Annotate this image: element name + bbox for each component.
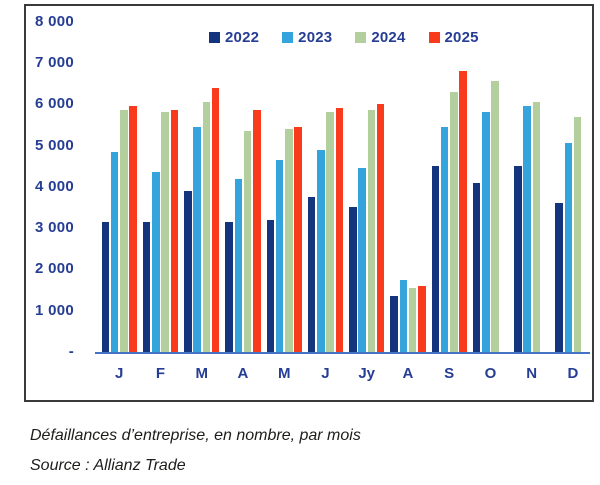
chart-frame: 2022 2023 2024 2025 8 000 7 000 6 000 5 000 4 0… xyxy=(24,4,594,402)
bar-2022-F-2 xyxy=(142,221,151,352)
bar-2024-J-1 xyxy=(120,110,128,352)
bar-2025-J-6 xyxy=(335,108,344,352)
legend-item-2023: 2023 xyxy=(282,29,332,46)
bar-2022-Jy-7 xyxy=(349,207,357,352)
bar-2023-J-1 xyxy=(110,151,119,352)
x-axis-label: A xyxy=(402,365,414,382)
bar-2022-M-5 xyxy=(266,219,274,352)
x-axis-label: A xyxy=(237,365,249,382)
bar-2022-A-8 xyxy=(390,296,398,352)
y-axis-label: 2 000 xyxy=(34,260,74,278)
bar-2023-D-12 xyxy=(564,143,573,352)
legend-item-2025: 2025 xyxy=(428,29,479,46)
x-axis-label: J xyxy=(321,365,330,382)
legend-item-2022: 2022 xyxy=(209,29,259,46)
legend-label: 2023 xyxy=(298,29,333,46)
bar-2024-F-2 xyxy=(161,112,169,352)
chart-legend: 2022 2023 2024 2025 xyxy=(209,29,479,46)
bar-2025-S-9 xyxy=(459,71,467,352)
bar-2023-M-3 xyxy=(193,126,201,352)
bar-2022-S-9 xyxy=(431,166,439,352)
bar-2023-M-5 xyxy=(275,159,284,352)
bar-2024-J-6 xyxy=(326,112,334,352)
bar-2023-F-2 xyxy=(152,172,160,352)
bar-2023-A-8 xyxy=(399,279,408,352)
bar-2024-M-3 xyxy=(202,102,211,352)
legend-label: 2024 xyxy=(371,29,406,46)
bar-2023-S-9 xyxy=(440,126,449,352)
bar-2024-Jy-7 xyxy=(367,110,376,352)
bar-2025-Jy-7 xyxy=(376,104,385,352)
bar-2025-M-5 xyxy=(294,126,302,352)
x-axis-label: J xyxy=(115,365,124,382)
x-axis-label: N xyxy=(526,365,538,382)
legend-label: 2022 xyxy=(225,29,260,46)
bar-2025-J-1 xyxy=(129,106,137,352)
bar-2023-N-11 xyxy=(523,106,531,352)
bar-2025-A-4 xyxy=(253,110,261,352)
y-axis-label: - xyxy=(68,343,74,360)
y-axis-label: 1 000 xyxy=(34,301,74,319)
bar-2023-Jy-7 xyxy=(358,168,366,352)
x-axis-label: M xyxy=(195,365,208,382)
bar-2024-S-9 xyxy=(450,91,458,352)
x-axis-label: S xyxy=(444,365,455,382)
bar-2024-D-12 xyxy=(573,116,582,352)
legend-swatch-icon xyxy=(282,32,294,43)
bar-2025-A-8 xyxy=(418,285,426,352)
bar-2022-D-12 xyxy=(555,203,563,352)
bar-2024-O-10 xyxy=(491,81,499,352)
y-axis-label: 8 000 xyxy=(34,12,74,30)
x-axis-label: M xyxy=(277,365,291,382)
bar-2022-N-11 xyxy=(514,166,522,352)
bar-2025-M-3 xyxy=(211,87,220,352)
bar-2024-A-8 xyxy=(408,287,417,352)
bar-2022-J-1 xyxy=(101,221,109,352)
y-axis-label: 4 000 xyxy=(34,177,74,195)
bar-2023-J-6 xyxy=(317,149,325,352)
legend-swatch-icon xyxy=(209,32,220,43)
bar-2024-N-11 xyxy=(532,102,541,352)
bar-2024-M-5 xyxy=(285,128,293,352)
x-axis-label: O xyxy=(484,365,497,382)
plot-area: 2022 2023 2024 2025 8 000 7 000 6 000 5 000 4 0… xyxy=(26,6,592,400)
x-axis-label: F xyxy=(155,365,166,382)
bar-2023-A-4 xyxy=(234,178,243,352)
y-axis-label: 5 000 xyxy=(34,136,74,154)
x-axis-line xyxy=(95,352,590,354)
bar-2025-F-2 xyxy=(170,110,179,352)
bar-2024-A-4 xyxy=(243,131,252,352)
bar-2022-A-4 xyxy=(225,221,233,352)
x-axis-label: D xyxy=(567,365,579,382)
bar-2022-M-3 xyxy=(184,190,192,352)
legend-swatch-icon xyxy=(428,32,440,43)
legend-item-2024: 2024 xyxy=(355,29,405,46)
y-axis-label: 6 000 xyxy=(34,95,74,113)
legend-label: 2025 xyxy=(444,29,479,46)
y-axis-label: 7 000 xyxy=(34,53,74,71)
legend-swatch-icon xyxy=(355,32,367,43)
x-axis-label: Jy xyxy=(358,365,376,382)
bar-2023-O-10 xyxy=(482,112,490,352)
caption-source: Source : Allianz Trade xyxy=(30,457,186,474)
y-axis-label: 3 000 xyxy=(34,219,74,237)
figure-caption: Défaillances d’entreprise, en nombre, pa… xyxy=(30,421,361,481)
bar-2022-J-6 xyxy=(307,197,316,352)
caption-title: Défaillances d’entreprise, en nombre, pa… xyxy=(30,427,361,444)
bar-2022-O-10 xyxy=(472,182,481,352)
